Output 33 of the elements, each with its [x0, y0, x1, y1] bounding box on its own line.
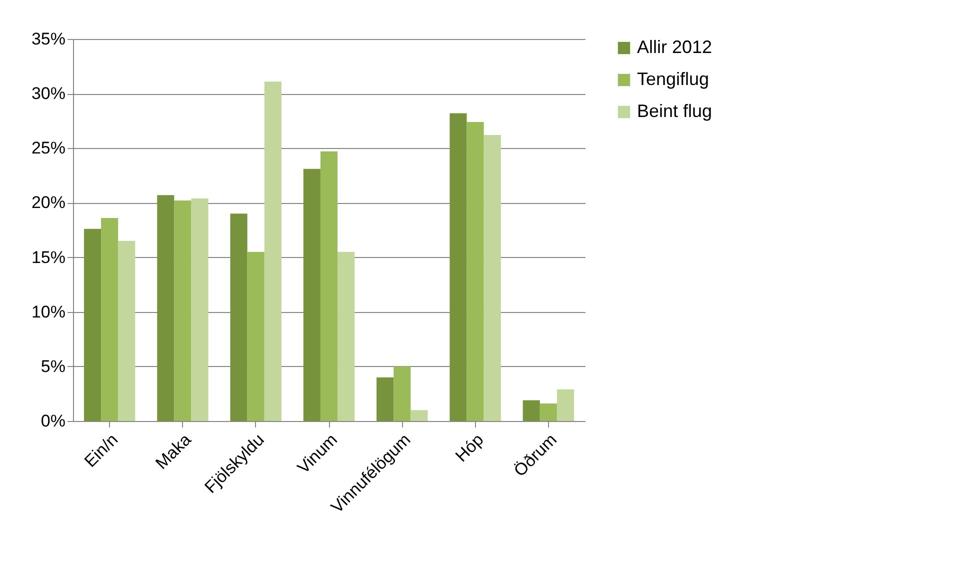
- bar: [522, 400, 540, 421]
- bar: [394, 366, 411, 421]
- bar: [247, 252, 264, 421]
- bar: [556, 389, 574, 421]
- bar: [466, 122, 484, 421]
- y-tick-label: 10%: [31, 302, 66, 322]
- bar: [230, 214, 248, 421]
- y-tick-label: 25%: [31, 138, 66, 158]
- bar: [264, 82, 282, 421]
- legend-label: Allir 2012: [637, 37, 712, 57]
- bar: [157, 195, 174, 421]
- bar: [303, 168, 320, 421]
- bar: [191, 198, 208, 421]
- y-tick-label: 20%: [31, 193, 66, 212]
- bar: [410, 410, 428, 421]
- y-tick-label: 0%: [40, 412, 66, 430]
- y-tick-label: 30%: [31, 84, 66, 104]
- bar: [84, 228, 102, 421]
- bar: [320, 151, 338, 421]
- x-tick-label: Hóp: [452, 430, 488, 466]
- y-tick-label: 15%: [31, 248, 66, 267]
- bar: [338, 252, 355, 421]
- bar: [484, 135, 501, 421]
- bar: [174, 200, 192, 421]
- bar: [540, 404, 557, 421]
- bar: [450, 113, 467, 421]
- y-tick-label: 5%: [40, 356, 66, 376]
- y-tick-label: 35%: [31, 30, 66, 48]
- legend-label: Beint flug: [637, 101, 712, 121]
- bar: [376, 377, 394, 421]
- bar: [118, 240, 136, 421]
- legend-label: Tengiflug: [637, 69, 710, 89]
- bar: [101, 218, 118, 421]
